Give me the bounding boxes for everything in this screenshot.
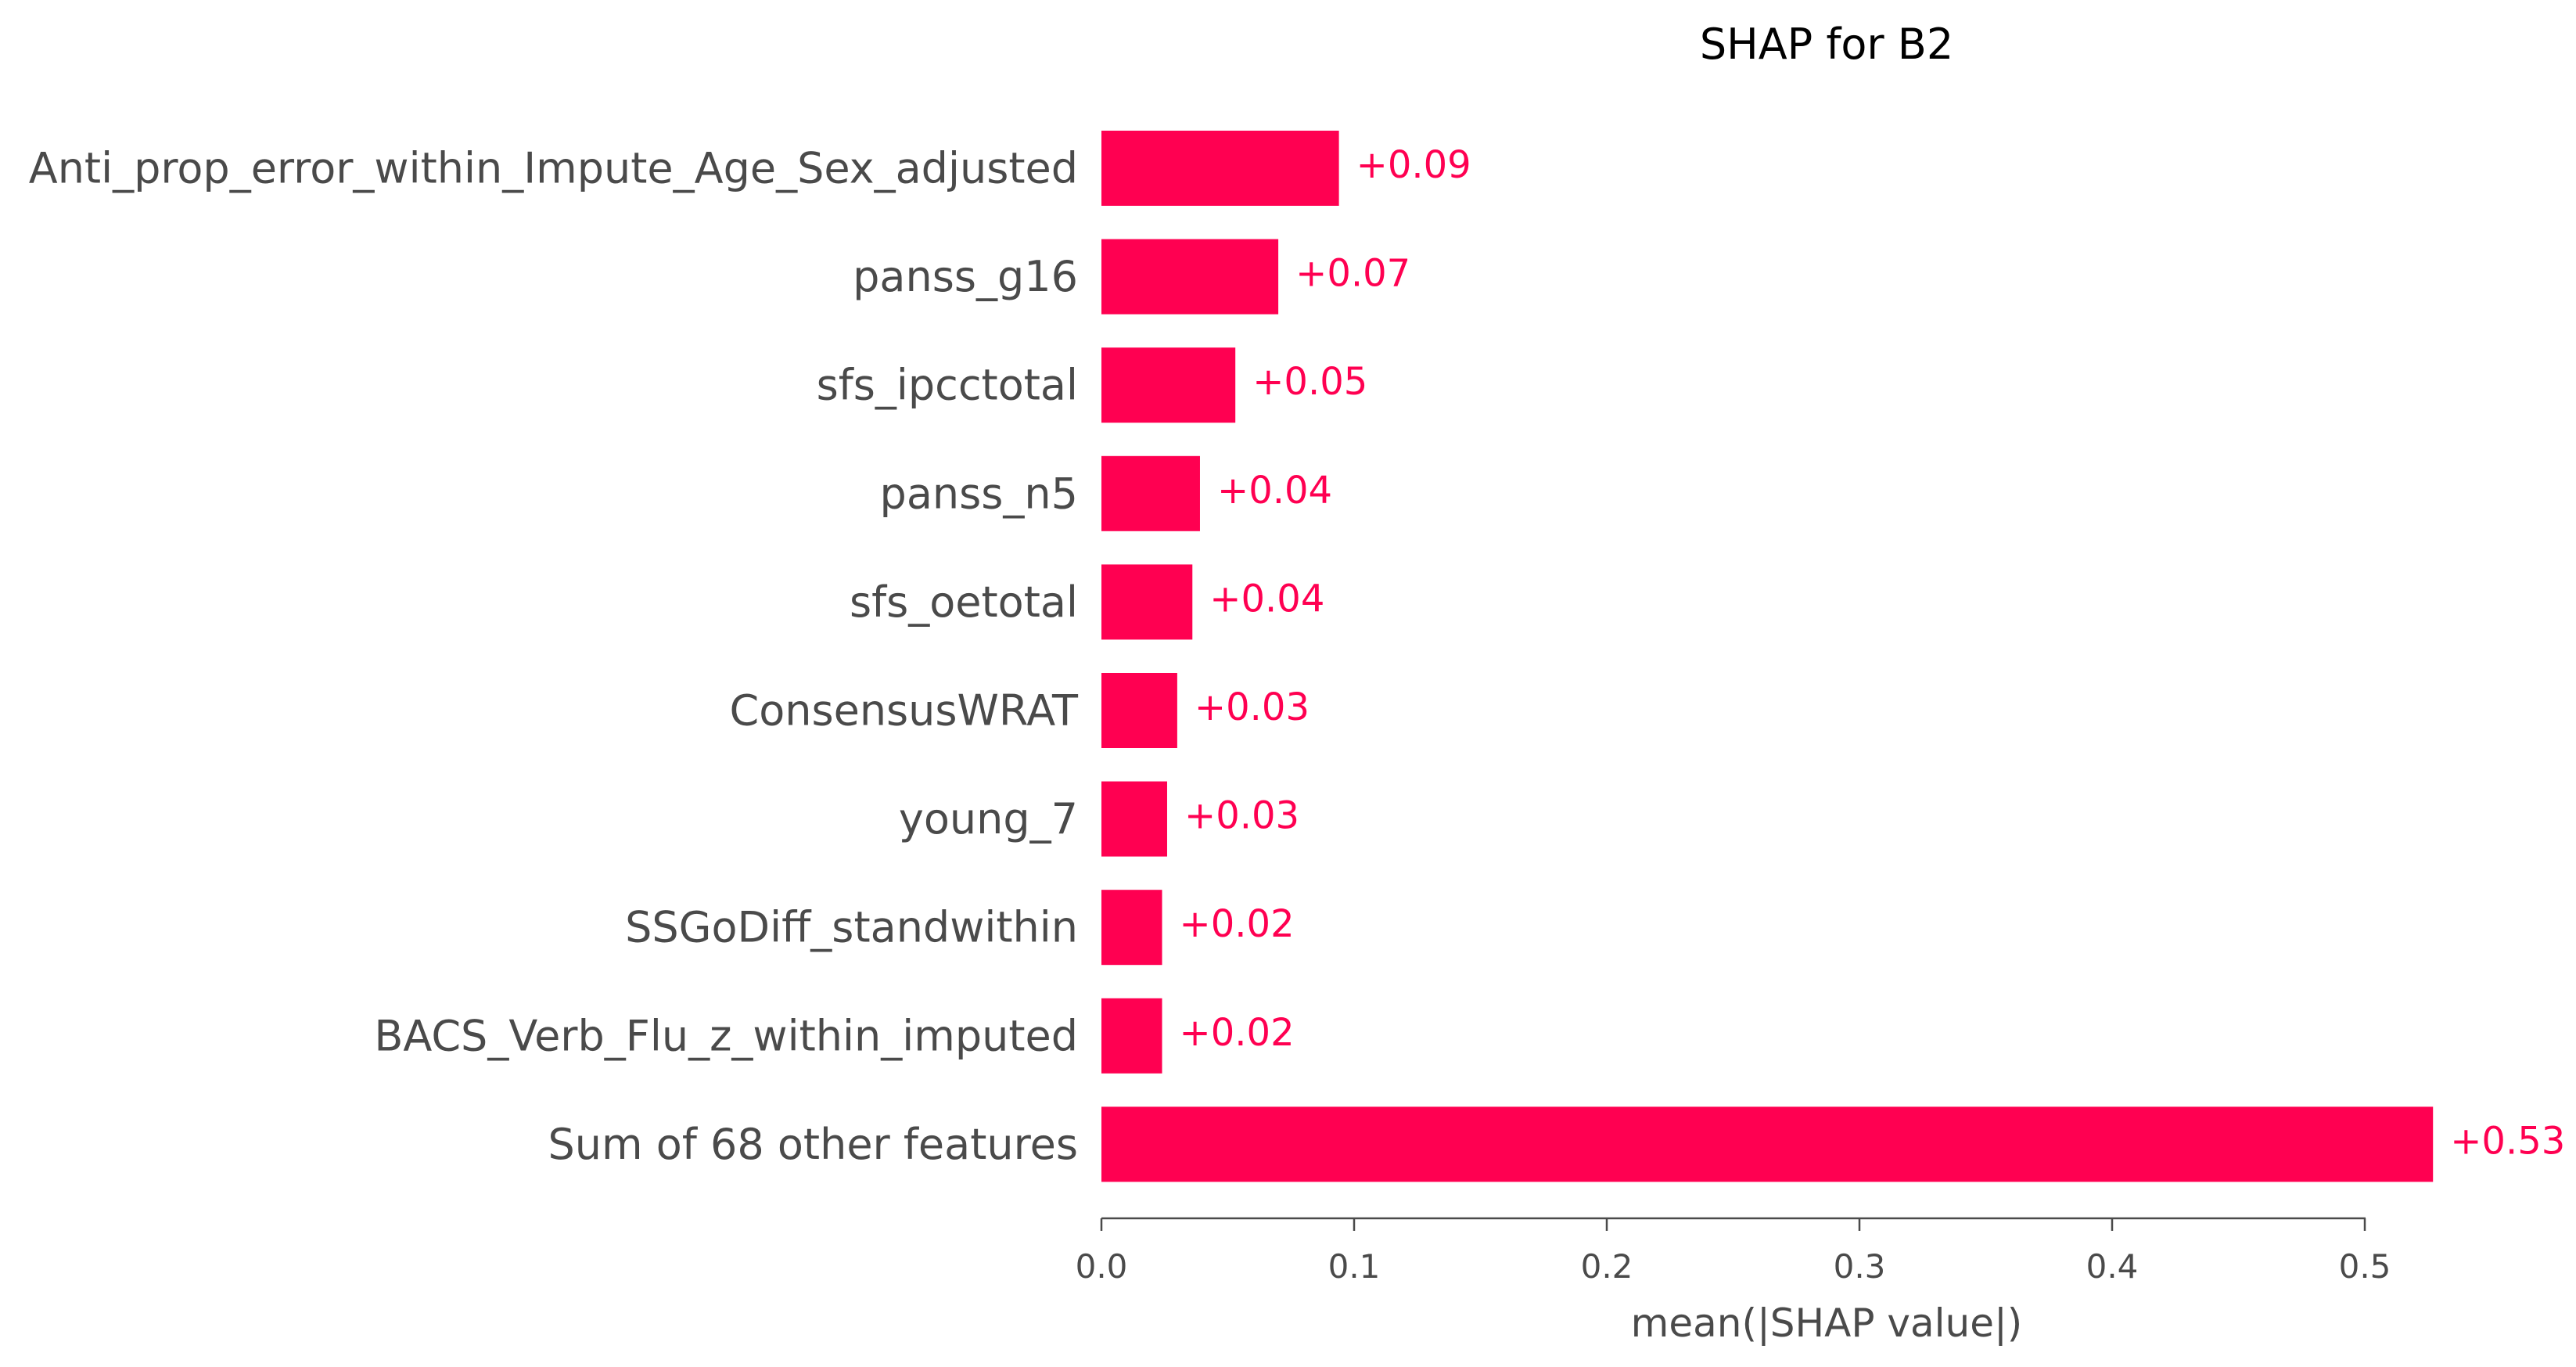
bar-6 [1101,781,1167,857]
x-tick-label: 0.0 [1076,1247,1128,1286]
x-tick-label: 0.4 [2086,1247,2139,1286]
y-tick-label: Sum of 68 other features [548,1120,1078,1169]
value-label: +0.02 [1180,1011,1295,1055]
bar-5 [1101,673,1177,748]
bar-3 [1101,455,1200,531]
value-labels: +0.09 +0.07 +0.05 +0.04 +0.04 +0.03 +0.03 +0.02… [1180,143,2566,1163]
y-tick-label: ConsensusWRAT [730,686,1080,736]
bar-7 [1101,890,1162,966]
value-label: +0.04 [1217,469,1332,513]
value-label: +0.09 [1356,143,1471,187]
x-tick-label: 0.3 [1834,1247,1886,1286]
y-tick-label: young_7 [899,794,1078,844]
bar-1 [1101,239,1279,315]
bar-4 [1101,564,1193,640]
value-label: +0.04 [1209,577,1324,621]
y-tick-label: sfs_oetotal [850,577,1078,627]
bar-0 [1101,131,1339,206]
y-tick-label: sfs_ipcctotal [817,361,1078,410]
value-label: +0.02 [1180,902,1295,946]
x-tick-label: 0.2 [1581,1247,1633,1286]
chart-title: SHAP for B2 [1700,20,1953,69]
value-label: +0.53 [2450,1119,2565,1163]
x-axis-ticks: 0.0 0.1 0.2 0.3 0.4 0.5 [1076,1218,2391,1286]
bar-9 [1101,1106,2434,1182]
bars-layer [1101,131,2434,1182]
y-tick-label: panss_g16 [853,252,1078,301]
value-label: +0.03 [1184,794,1299,838]
y-tick-label: panss_n5 [880,469,1078,518]
bar-2 [1101,347,1236,423]
y-tick-label: SSGoDiff_standwithin [625,903,1078,952]
value-label: +0.05 [1252,360,1367,404]
y-tick-label: Anti_prop_error_within_Impute_Age_Sex_ad… [29,144,1078,193]
x-tick-label: 0.5 [2339,1247,2391,1286]
bar-8 [1101,998,1162,1074]
y-tick-label: BACS_Verb_Flu_z_within_imputed [374,1011,1078,1060]
value-label: +0.07 [1295,252,1410,296]
y-tick-labels: Anti_prop_error_within_Impute_Age_Sex_ad… [29,144,1079,1169]
x-tick-label: 0.1 [1328,1247,1381,1286]
value-label: +0.03 [1195,685,1310,729]
x-axis-label: mean(|SHAP value|) [1631,1300,2023,1346]
